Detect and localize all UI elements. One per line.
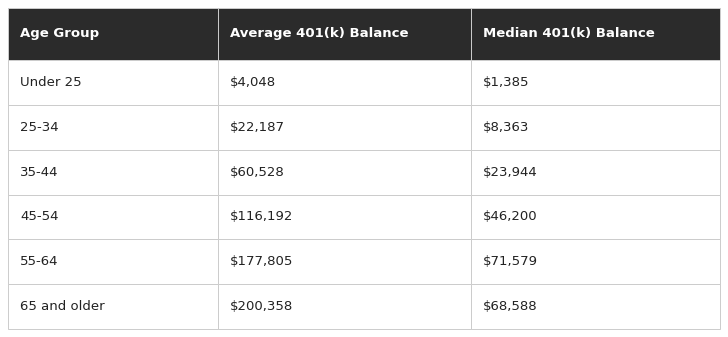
Text: $4,048: $4,048 <box>230 76 276 89</box>
Bar <box>218 150 471 194</box>
Text: 25-34: 25-34 <box>20 121 59 134</box>
Bar <box>471 60 720 105</box>
Text: $116,192: $116,192 <box>230 210 293 223</box>
Text: $23,944: $23,944 <box>483 165 537 179</box>
Bar <box>471 194 720 239</box>
Bar <box>471 239 720 284</box>
Text: Average 401(k) Balance: Average 401(k) Balance <box>230 28 408 40</box>
Bar <box>218 194 471 239</box>
Text: $200,358: $200,358 <box>230 300 293 313</box>
Text: $177,805: $177,805 <box>230 255 293 268</box>
Text: 45-54: 45-54 <box>20 210 58 223</box>
Text: Age Group: Age Group <box>20 28 99 40</box>
Bar <box>471 105 720 150</box>
Text: 55-64: 55-64 <box>20 255 58 268</box>
Bar <box>218 8 471 60</box>
Bar <box>218 105 471 150</box>
Bar <box>218 239 471 284</box>
Bar <box>471 150 720 194</box>
Text: $68,588: $68,588 <box>483 300 537 313</box>
Bar <box>8 105 218 150</box>
Bar <box>218 60 471 105</box>
Text: $1,385: $1,385 <box>483 76 529 89</box>
Text: $60,528: $60,528 <box>230 165 285 179</box>
Text: Median 401(k) Balance: Median 401(k) Balance <box>483 28 654 40</box>
Bar <box>8 284 218 329</box>
Bar <box>8 239 218 284</box>
Bar <box>8 8 218 60</box>
Text: 65 and older: 65 and older <box>20 300 105 313</box>
Text: $71,579: $71,579 <box>483 255 538 268</box>
Bar <box>471 284 720 329</box>
Bar <box>8 150 218 194</box>
Bar <box>471 8 720 60</box>
Bar <box>8 60 218 105</box>
Text: $46,200: $46,200 <box>483 210 537 223</box>
Text: 35-44: 35-44 <box>20 165 58 179</box>
Text: Under 25: Under 25 <box>20 76 82 89</box>
Text: $8,363: $8,363 <box>483 121 529 134</box>
Text: $22,187: $22,187 <box>230 121 285 134</box>
Bar <box>8 194 218 239</box>
Bar <box>218 284 471 329</box>
